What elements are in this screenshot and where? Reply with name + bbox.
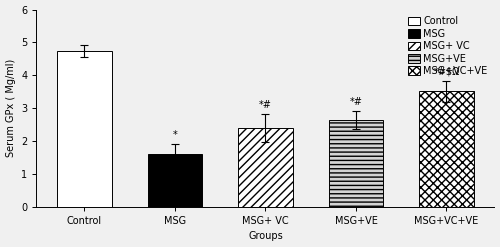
Text: *#: *# bbox=[350, 97, 362, 106]
Bar bbox=[329, 120, 383, 207]
Text: *#$Ω: *#$Ω bbox=[434, 67, 460, 77]
Bar bbox=[57, 51, 112, 207]
X-axis label: Groups: Groups bbox=[248, 231, 283, 242]
Text: *: * bbox=[172, 130, 178, 140]
Y-axis label: Serum GPx ( Mg/ml): Serum GPx ( Mg/ml) bbox=[6, 59, 16, 157]
Bar bbox=[420, 91, 474, 207]
Bar bbox=[148, 154, 202, 207]
Bar bbox=[238, 128, 292, 207]
Legend: Control, MSG, MSG+ VC, MSG+VE, MSG+VC+VE: Control, MSG, MSG+ VC, MSG+VE, MSG+VC+VE bbox=[406, 14, 489, 78]
Text: *#: *# bbox=[259, 100, 272, 110]
